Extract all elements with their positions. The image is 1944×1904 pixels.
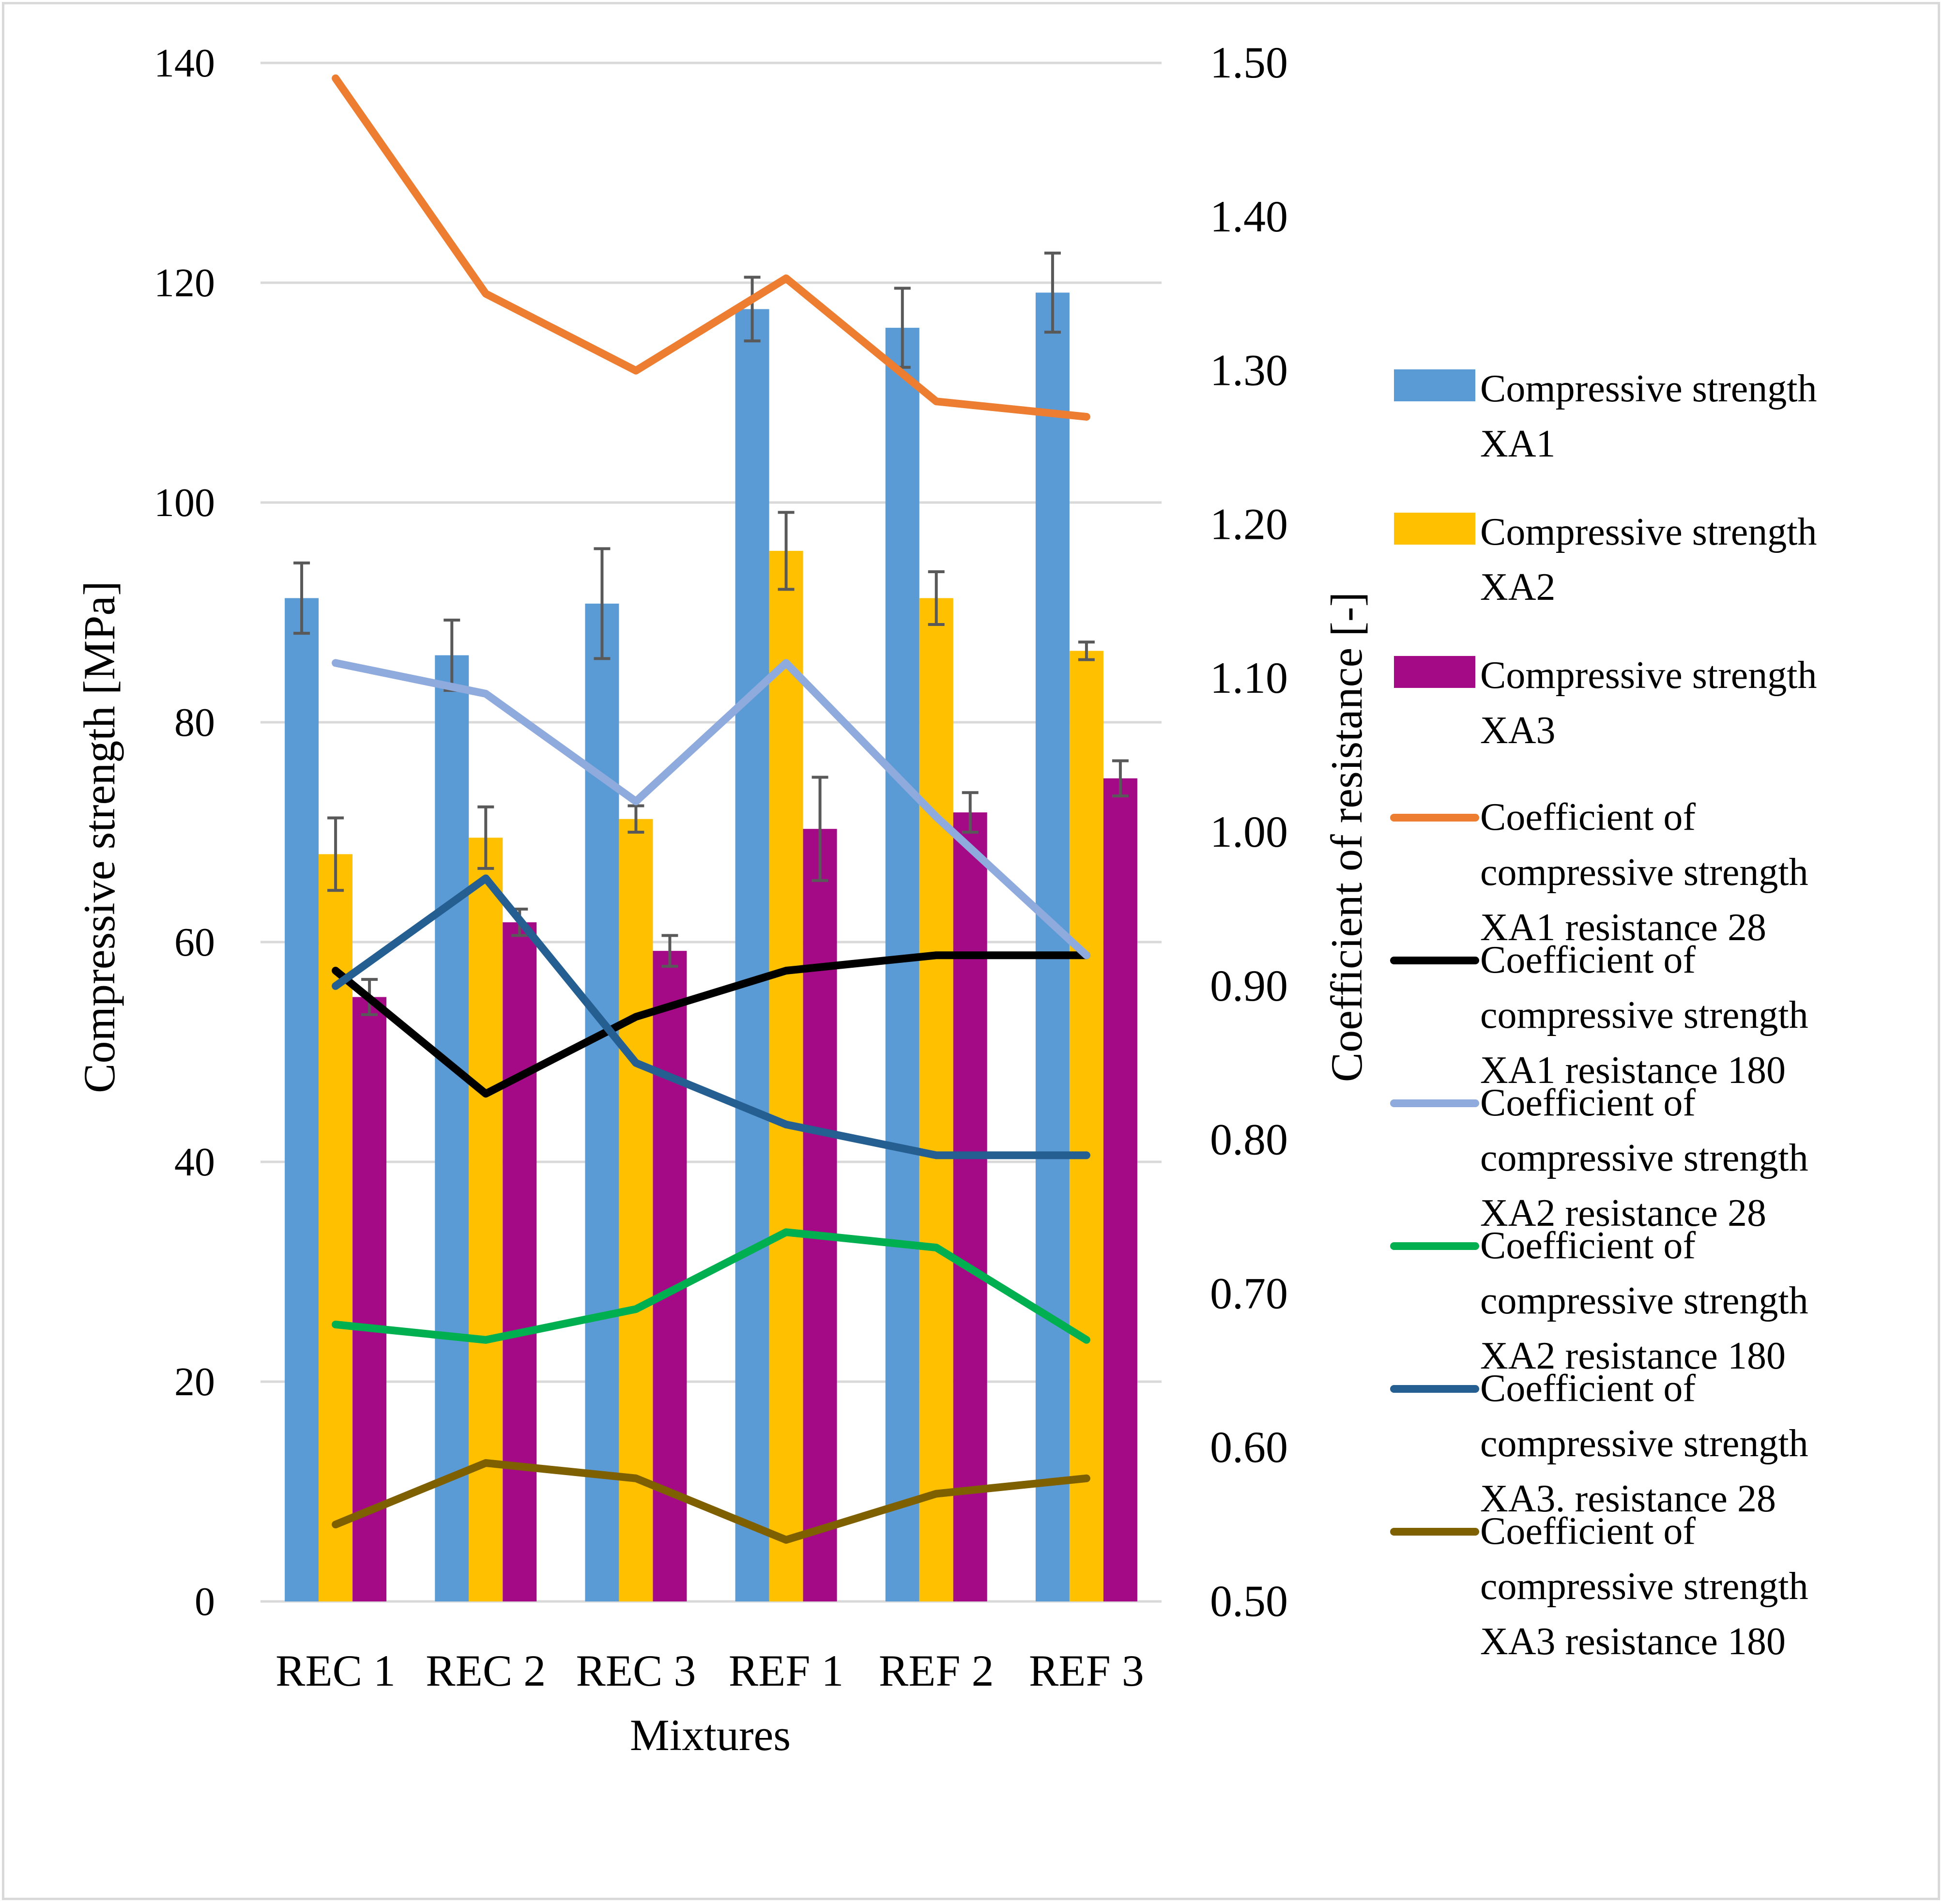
legend-label: Compressive strength (1480, 654, 1817, 697)
legend-label: Coefficient of (1480, 1367, 1696, 1410)
y-tick-label: 120 (154, 260, 215, 305)
legend-label: Compressive strength (1480, 367, 1817, 410)
y2-tick-label: 0.90 (1210, 961, 1288, 1010)
legend-label: compressive strength (1480, 1565, 1808, 1608)
coefficient-line (332, 659, 1090, 960)
x-tick-label: REC 3 (576, 1646, 696, 1695)
error-bars (293, 251, 1129, 1016)
y-tick-label: 0 (195, 1579, 215, 1624)
bar (803, 829, 837, 1601)
bar (653, 951, 687, 1601)
legend-label: XA2 resistance 180 (1480, 1335, 1786, 1377)
legend-label: compressive strength (1480, 1279, 1808, 1322)
coefficient-line (332, 74, 1090, 421)
y-axis-title: Compressive strength [MPa] (75, 581, 124, 1093)
y-tick-label: 80 (174, 700, 215, 745)
x-tick-label: REC 1 (276, 1646, 396, 1695)
y2-tick-label: 1.40 (1210, 192, 1288, 241)
bar (503, 922, 537, 1601)
y-tick-label: 60 (174, 920, 215, 965)
bar (285, 598, 319, 1601)
y2-tick-label: 1.50 (1210, 38, 1288, 87)
coefficient-line (332, 951, 1090, 1098)
y2-tick-label: 0.60 (1210, 1422, 1288, 1472)
gridlines (260, 61, 1162, 1603)
bar (885, 328, 919, 1601)
x-tick-label: REF 1 (729, 1646, 844, 1695)
bar (953, 812, 987, 1601)
coefficient-line (332, 874, 1090, 1159)
y2-tick-label: 0.70 (1210, 1268, 1288, 1318)
legend-label: XA3. resistance 28 (1480, 1478, 1776, 1520)
y2-tick-label: 0.50 (1210, 1576, 1288, 1626)
bar (585, 603, 619, 1602)
bar (735, 309, 769, 1601)
legend-label: XA2 resistance 28 (1480, 1192, 1766, 1234)
legend-label: Coefficient of (1480, 1224, 1696, 1267)
legend-swatch (1394, 513, 1475, 545)
coefficient-lines (332, 74, 1090, 1544)
x-tick-label: REF 3 (1029, 1646, 1144, 1695)
bar (769, 550, 803, 1602)
legend-label: XA3 (1480, 709, 1556, 752)
legend-label: compressive strength (1480, 1137, 1808, 1179)
y2-tick-label: 1.30 (1210, 346, 1288, 395)
legend-swatch (1394, 369, 1475, 401)
y-tick-label: 20 (174, 1359, 215, 1404)
x-axis-title: Mixtures (630, 1710, 791, 1760)
bar (352, 997, 387, 1601)
legend-label: XA1 resistance 28 (1480, 906, 1766, 949)
legend-label: Compressive strength (1480, 511, 1817, 553)
legend-label: XA3 resistance 180 (1480, 1620, 1786, 1663)
legend-label: Coefficient of (1480, 1510, 1696, 1553)
legend-swatch (1394, 656, 1475, 688)
bar (319, 854, 353, 1601)
x-tick-label: REF 2 (879, 1646, 994, 1695)
legend-label: Coefficient of (1480, 1081, 1696, 1124)
legend-label: compressive strength (1480, 851, 1808, 894)
bar (919, 598, 953, 1601)
y-tick-label: 140 (154, 41, 215, 86)
y2-tick-label: 1.20 (1210, 499, 1288, 548)
bars (285, 292, 1137, 1602)
coefficient-line (332, 1459, 1090, 1544)
legend-label: XA2 (1480, 566, 1556, 609)
legend-label: compressive strength (1480, 1422, 1808, 1465)
legend-label: Coefficient of (1480, 939, 1696, 981)
bar (1035, 292, 1070, 1602)
x-tick-label: REC 2 (426, 1646, 546, 1695)
bar (469, 838, 503, 1601)
y2-tick-label: 1.10 (1210, 653, 1288, 702)
y2-axis-title: Coefficient of resistance [-] (1322, 592, 1371, 1082)
legend-label: XA1 (1480, 423, 1556, 465)
coefficient-line (332, 1228, 1090, 1344)
bar (1103, 778, 1137, 1601)
legend-label: XA1 resistance 180 (1480, 1049, 1786, 1092)
y-tick-label: 40 (174, 1140, 215, 1185)
legend-label: compressive strength (1480, 994, 1808, 1036)
y2-tick-label: 1.00 (1210, 807, 1288, 856)
y2-tick-label: 0.80 (1210, 1115, 1288, 1164)
y-tick-label: 100 (154, 480, 215, 525)
legend-label: Coefficient of (1480, 796, 1696, 838)
bar (619, 819, 653, 1601)
bar (435, 655, 469, 1601)
chart: 0 20 40 60 80 100 120 140 0.50 0.60 0.70 0.80 0.90 1.… (75, 38, 1817, 1760)
axis-ticks: 0 20 40 60 80 100 120 140 0.50 0.60 0.70 0.80 0.90 1.… (154, 38, 1288, 1695)
bar (1069, 651, 1103, 1601)
legend: Compressive strength XA1 Compressive stren… (1390, 367, 1817, 1663)
